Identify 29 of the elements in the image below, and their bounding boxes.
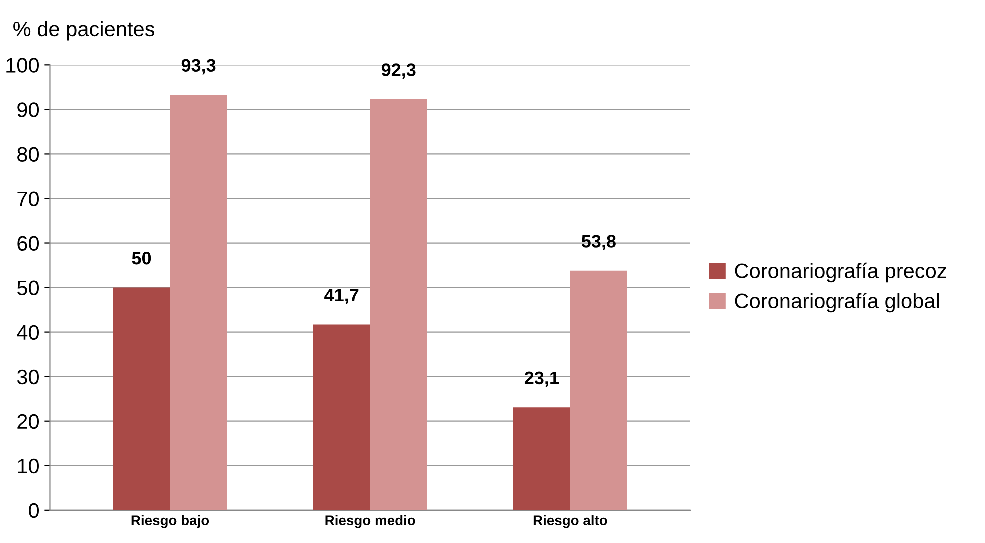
- y-tick-label: 80: [18, 147, 40, 162]
- data-label: 93,3: [182, 59, 216, 75]
- legend-label: Coronariografía precoz: [735, 262, 946, 283]
- y-tick-label: 30: [17, 370, 40, 385]
- y-tick-label: 40: [17, 325, 40, 340]
- legend-label: Coronariografía global: [735, 293, 939, 313]
- bar: [513, 408, 570, 510]
- y-axis-title: % de pacientes: [14, 21, 155, 41]
- y-tick-label: 90: [18, 102, 40, 118]
- y-tick-label: 0: [29, 503, 40, 518]
- bar: [313, 324, 370, 510]
- x-tick-label: Riesgo medio: [326, 515, 416, 528]
- bar: [370, 99, 428, 510]
- data-label: 23,1: [524, 372, 559, 388]
- bar: [113, 288, 170, 510]
- bar: [570, 270, 628, 510]
- y-tick-label: 70: [18, 192, 40, 206]
- data-label: 50: [132, 252, 152, 265]
- y-tick-label: 20: [18, 414, 40, 430]
- y-tick-label: 60: [18, 236, 40, 252]
- y-tick-label: 50: [17, 280, 40, 296]
- y-tick-label: 100: [6, 58, 40, 73]
- bar: [170, 94, 228, 510]
- y-tick-label: 10: [18, 458, 40, 474]
- data-label: 41,7: [324, 289, 359, 304]
- x-tick-label: Riesgo alto: [534, 515, 608, 528]
- data-label: 92,3: [382, 64, 416, 80]
- x-tick-label: Riesgo bajo: [132, 515, 210, 528]
- data-label: 53,8: [582, 235, 616, 250]
